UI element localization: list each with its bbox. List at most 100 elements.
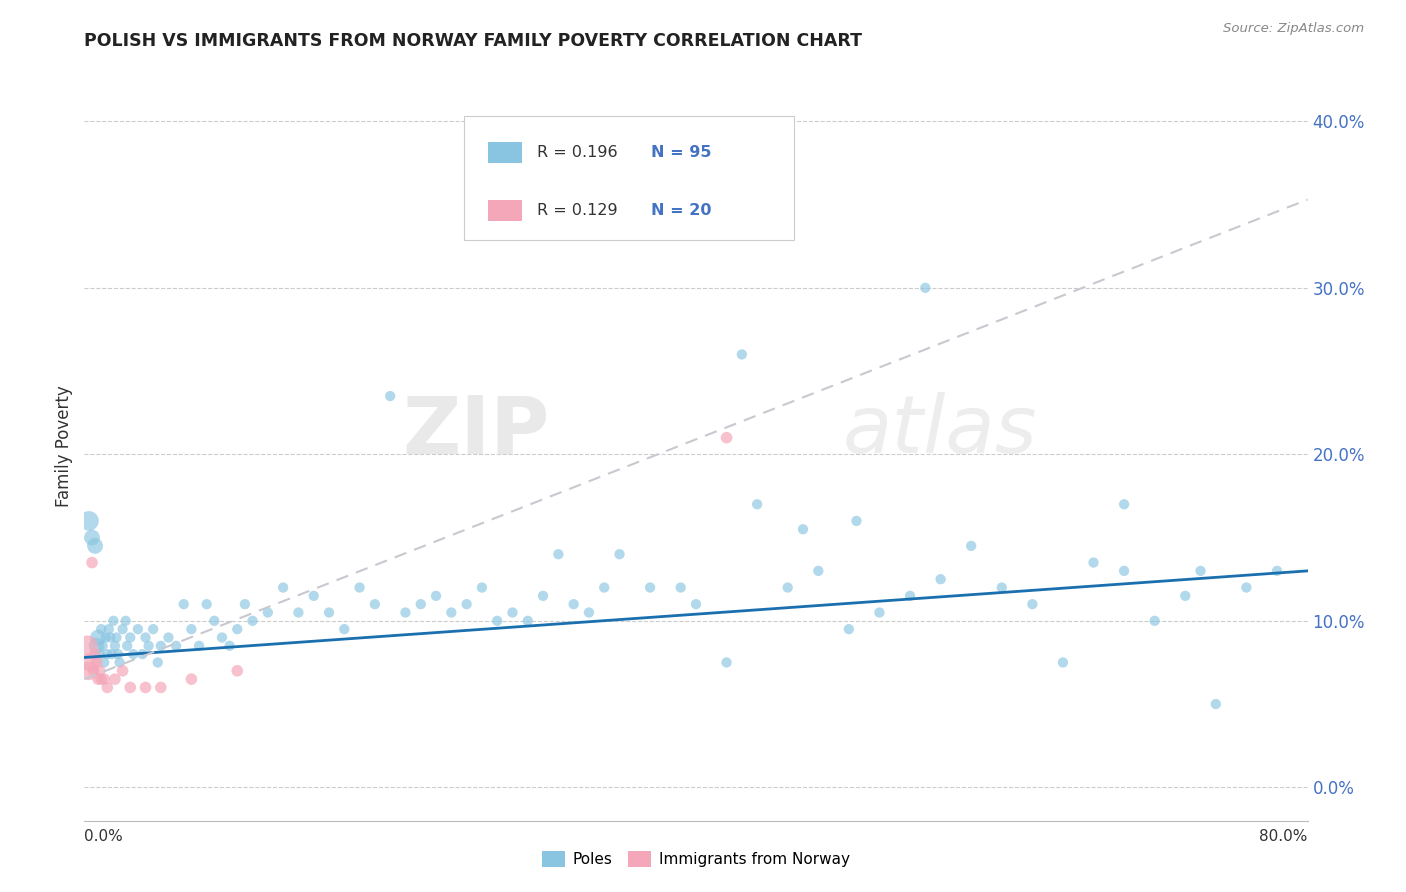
Text: POLISH VS IMMIGRANTS FROM NORWAY FAMILY POVERTY CORRELATION CHART: POLISH VS IMMIGRANTS FROM NORWAY FAMILY … xyxy=(84,32,862,50)
Point xyxy=(105,631,128,645)
Point xyxy=(93,656,115,670)
Point xyxy=(101,647,124,661)
Point xyxy=(149,681,172,695)
Point xyxy=(349,581,371,595)
Point xyxy=(146,656,169,670)
Text: atlas: atlas xyxy=(842,392,1038,470)
Point xyxy=(86,639,108,653)
Text: 80.0%: 80.0% xyxy=(1260,829,1308,844)
Point xyxy=(149,639,172,653)
Point xyxy=(716,431,738,445)
Point xyxy=(80,556,103,570)
Point xyxy=(1143,614,1166,628)
Point xyxy=(547,547,569,561)
Point xyxy=(242,614,264,628)
Point xyxy=(180,672,202,686)
Point xyxy=(898,589,921,603)
Point xyxy=(77,664,100,678)
Point xyxy=(838,622,860,636)
FancyBboxPatch shape xyxy=(488,200,522,221)
FancyBboxPatch shape xyxy=(464,116,794,240)
Point xyxy=(89,647,111,661)
Text: R = 0.196: R = 0.196 xyxy=(537,145,617,160)
Point xyxy=(90,622,112,636)
Point xyxy=(107,647,129,661)
Point xyxy=(79,656,101,670)
Point xyxy=(716,656,738,670)
Point xyxy=(776,581,799,595)
Point xyxy=(80,531,103,545)
Point xyxy=(103,614,125,628)
Point xyxy=(792,522,814,536)
Y-axis label: Family Poverty: Family Poverty xyxy=(55,385,73,507)
Point xyxy=(1114,497,1136,511)
Point xyxy=(94,631,117,645)
Point xyxy=(562,597,585,611)
Point xyxy=(929,572,952,586)
Point xyxy=(731,347,754,361)
Point xyxy=(157,631,180,645)
Point xyxy=(87,631,110,645)
Point xyxy=(104,639,127,653)
Point xyxy=(318,606,340,620)
Point xyxy=(91,639,114,653)
Point xyxy=(685,597,707,611)
Point xyxy=(456,597,478,611)
Text: R = 0.129: R = 0.129 xyxy=(537,203,617,219)
Point xyxy=(142,622,165,636)
Point xyxy=(845,514,868,528)
Point xyxy=(1174,589,1197,603)
Point xyxy=(202,614,225,628)
Point xyxy=(669,581,692,595)
Point xyxy=(747,497,769,511)
Point xyxy=(188,639,211,653)
Point xyxy=(991,581,1014,595)
Point xyxy=(409,597,432,611)
Point xyxy=(127,622,149,636)
Point xyxy=(226,664,249,678)
Point xyxy=(90,672,112,686)
Text: Source: ZipAtlas.com: Source: ZipAtlas.com xyxy=(1223,22,1364,36)
Point xyxy=(115,639,138,653)
Point xyxy=(77,514,100,528)
Point xyxy=(807,564,830,578)
Point xyxy=(471,581,494,595)
Point xyxy=(271,581,294,595)
Point xyxy=(1205,697,1227,711)
Text: N = 20: N = 20 xyxy=(651,203,711,219)
Point xyxy=(122,647,145,661)
Legend: Poles, Immigrants from Norway: Poles, Immigrants from Norway xyxy=(536,845,856,873)
Point xyxy=(638,581,661,595)
Point xyxy=(93,672,115,686)
Point xyxy=(108,656,131,670)
Point xyxy=(914,281,936,295)
Point xyxy=(138,639,160,653)
Point xyxy=(195,597,218,611)
Point xyxy=(333,622,356,636)
Point xyxy=(486,614,509,628)
Point xyxy=(394,606,416,620)
Point xyxy=(1083,556,1105,570)
Point xyxy=(578,606,600,620)
Point xyxy=(226,622,249,636)
Point xyxy=(173,597,195,611)
Point xyxy=(87,672,110,686)
Point xyxy=(135,631,157,645)
Point xyxy=(98,631,121,645)
Point xyxy=(1114,564,1136,578)
Point xyxy=(302,589,325,603)
Point xyxy=(593,581,616,595)
Point xyxy=(96,647,118,661)
Point xyxy=(1052,656,1074,670)
Text: N = 95: N = 95 xyxy=(651,145,711,160)
Point xyxy=(869,606,891,620)
Point xyxy=(516,614,538,628)
Point xyxy=(287,606,309,620)
Point xyxy=(96,681,118,695)
Point xyxy=(84,647,107,661)
Point xyxy=(97,622,120,636)
Point xyxy=(364,597,387,611)
Point xyxy=(218,639,240,653)
Point xyxy=(1021,597,1043,611)
Point xyxy=(84,539,107,553)
